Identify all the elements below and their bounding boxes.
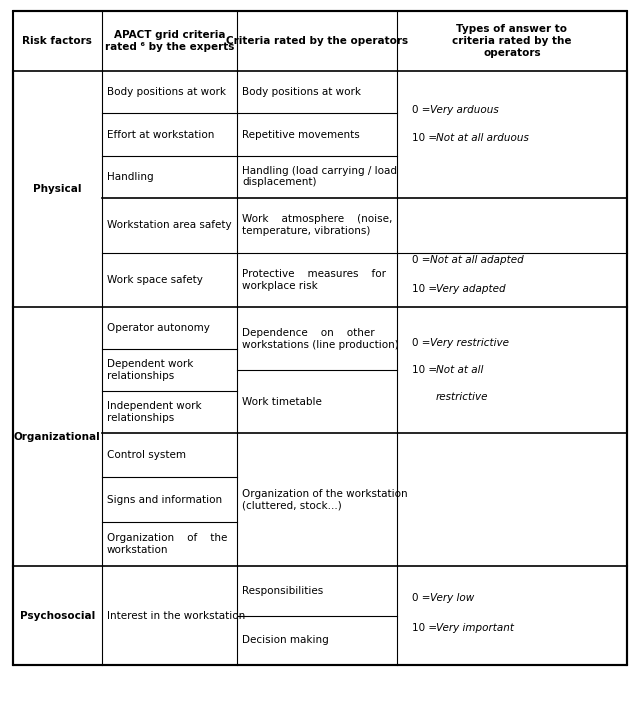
Text: Operator autonomy: Operator autonomy (107, 324, 210, 333)
Text: Dependent work
relationships: Dependent work relationships (107, 360, 193, 381)
Text: Criteria rated by the operators: Criteria rated by the operators (226, 36, 408, 46)
Text: 0 =: 0 = (412, 338, 434, 348)
Text: Decision making: Decision making (242, 635, 329, 646)
Text: Handling (load carrying / load
displacement): Handling (load carrying / load displacem… (242, 166, 397, 188)
Text: Psychosocial: Psychosocial (20, 611, 95, 621)
Text: Responsibilities: Responsibilities (242, 586, 323, 596)
Text: Repetitive movements: Repetitive movements (242, 130, 360, 139)
Text: Risk factors: Risk factors (22, 36, 92, 46)
Text: Protective    measures    for
workplace risk: Protective measures for workplace risk (242, 269, 386, 291)
Text: Very adapted: Very adapted (436, 283, 506, 294)
Text: Workstation area safety: Workstation area safety (107, 220, 232, 230)
Text: Signs and information: Signs and information (107, 495, 222, 505)
Text: 10 =: 10 = (412, 365, 440, 375)
Text: Body positions at work: Body positions at work (242, 87, 361, 98)
Text: Not at all arduous: Not at all arduous (436, 133, 529, 143)
Text: Not at all adapted: Not at all adapted (430, 255, 524, 266)
Text: 0 =: 0 = (412, 593, 434, 603)
Text: APACT grid criteria
rated ⁶ by the experts: APACT grid criteria rated ⁶ by the exper… (105, 30, 234, 52)
Text: Interest in the workstation: Interest in the workstation (107, 611, 245, 621)
Text: Very restrictive: Very restrictive (430, 338, 509, 348)
Text: 10 =: 10 = (412, 283, 440, 294)
Text: Work space safety: Work space safety (107, 275, 203, 285)
Text: Organization of the workstation
(cluttered, stock...): Organization of the workstation (clutter… (242, 489, 408, 510)
Text: Handling: Handling (107, 171, 154, 182)
Text: Work timetable: Work timetable (242, 396, 322, 406)
Text: Very arduous: Very arduous (430, 105, 499, 115)
Text: Dependence    on    other
workstations (line production): Dependence on other workstations (line p… (242, 328, 399, 350)
Text: Organizational: Organizational (14, 432, 100, 442)
Text: Not at all: Not at all (436, 365, 483, 375)
Text: Effort at workstation: Effort at workstation (107, 130, 214, 139)
Text: restrictive: restrictive (436, 392, 488, 402)
Text: Independent work
relationships: Independent work relationships (107, 401, 202, 423)
Text: Work    atmosphere    (noise,
temperature, vibrations): Work atmosphere (noise, temperature, vib… (242, 215, 392, 236)
Text: Control system: Control system (107, 450, 186, 460)
Text: Physical: Physical (33, 184, 81, 195)
Text: Body positions at work: Body positions at work (107, 87, 226, 98)
Text: 0 =: 0 = (412, 105, 434, 115)
Text: Very important: Very important (436, 624, 514, 634)
Text: 10 =: 10 = (412, 624, 440, 634)
Text: Very low: Very low (430, 593, 474, 603)
Text: Types of answer to
criteria rated by the
operators: Types of answer to criteria rated by the… (452, 24, 572, 57)
Text: 10 =: 10 = (412, 133, 440, 143)
Text: Organization    of    the
workstation: Organization of the workstation (107, 533, 227, 555)
Text: 0 =: 0 = (412, 255, 434, 266)
